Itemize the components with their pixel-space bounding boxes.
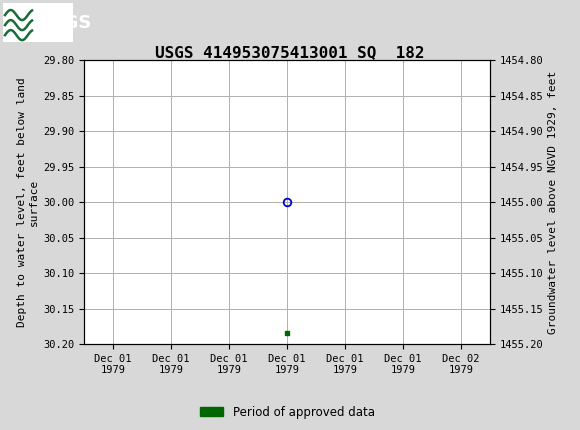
Y-axis label: Groundwater level above NGVD 1929, feet: Groundwater level above NGVD 1929, feet xyxy=(548,71,558,334)
Bar xyxy=(3,3,73,42)
Text: USGS: USGS xyxy=(36,14,92,32)
Y-axis label: Depth to water level, feet below land
surface: Depth to water level, feet below land su… xyxy=(17,77,39,327)
Text: USGS 414953075413001 SQ  182: USGS 414953075413001 SQ 182 xyxy=(155,45,425,60)
Legend: Period of approved data: Period of approved data xyxy=(195,401,379,423)
